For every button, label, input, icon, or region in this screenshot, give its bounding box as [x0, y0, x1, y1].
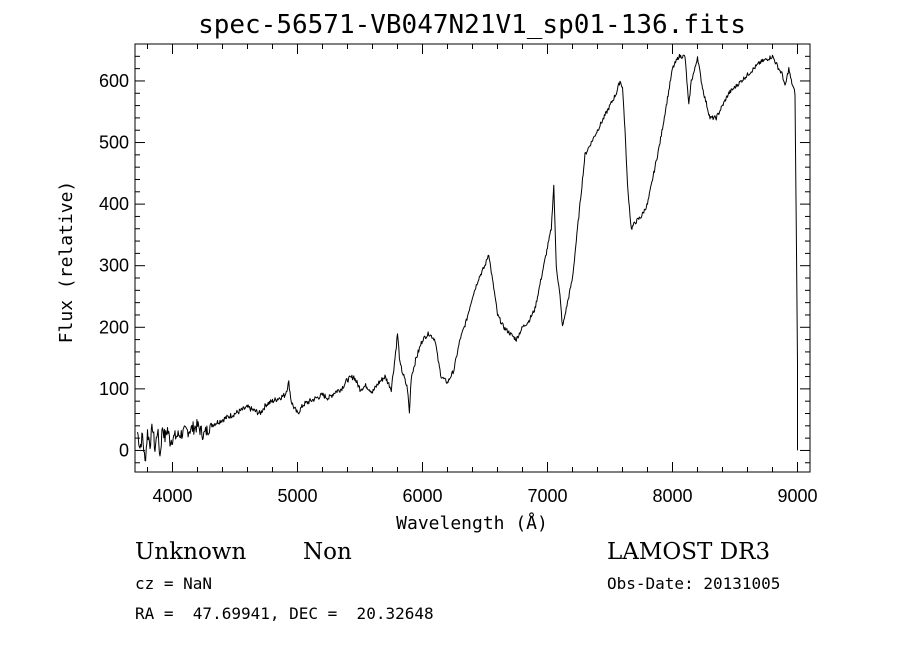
y-tick-label: 500 [99, 133, 129, 153]
x-tick-label: 9000 [777, 486, 817, 506]
x-tick-label: 5000 [277, 486, 317, 506]
survey-name: LAMOST DR3 [607, 539, 770, 565]
x-tick-labels: 4000 5000 6000 7000 8000 9000 [152, 486, 817, 506]
y-tick-label: 200 [99, 317, 129, 337]
x-axis-label: Wavelength (Å) [396, 512, 548, 534]
x-tick-label: 6000 [402, 486, 442, 506]
x-tick-label: 8000 [652, 486, 692, 506]
y-axis-label: Flux (relative) [56, 181, 77, 344]
y-tick-labels: 0 100 200 300 400 500 600 [99, 71, 129, 460]
y-tick-label: 0 [119, 440, 129, 460]
obs-date-text: Obs-Date: 20131005 [607, 574, 780, 593]
y-tick-label: 400 [99, 194, 129, 214]
flux-series-line [137, 53, 798, 462]
y-tick-label: 100 [99, 379, 129, 399]
coordinates-text: RA = 47.69941, DEC = 20.32648 [135, 604, 434, 623]
x-tick-label: 7000 [527, 486, 567, 506]
y-tick-label: 600 [99, 71, 129, 91]
redshift-text: cz = NaN [135, 574, 212, 593]
y-tick-label: 300 [99, 256, 129, 276]
object-class: Unknown [135, 539, 246, 565]
axis-ticks [135, 44, 810, 472]
chart-title: spec-56571-VB047N21V1_sp01-136.fits [198, 10, 746, 40]
x-tick-label: 4000 [152, 486, 192, 506]
object-subclass: Non [303, 539, 352, 565]
